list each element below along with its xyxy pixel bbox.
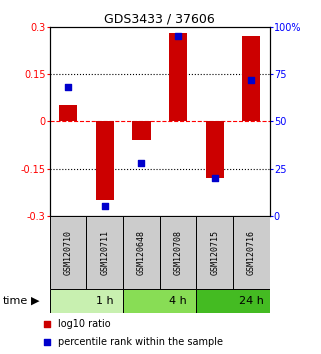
Bar xyxy=(123,216,160,289)
Bar xyxy=(132,121,151,140)
Text: GSM120715: GSM120715 xyxy=(210,230,219,275)
Point xyxy=(249,77,254,82)
Text: 24 h: 24 h xyxy=(239,296,264,306)
Text: GSM120710: GSM120710 xyxy=(64,230,73,275)
Bar xyxy=(59,105,77,121)
Point xyxy=(176,33,181,39)
Bar xyxy=(196,216,233,289)
Text: log10 ratio: log10 ratio xyxy=(58,319,110,329)
Bar xyxy=(205,121,224,178)
Bar xyxy=(50,289,123,313)
Text: GSM120708: GSM120708 xyxy=(174,230,183,275)
Point xyxy=(139,160,144,166)
Bar xyxy=(196,289,270,313)
Bar xyxy=(50,216,86,289)
Text: GSM120648: GSM120648 xyxy=(137,230,146,275)
Point xyxy=(102,204,107,209)
Text: time: time xyxy=(3,296,29,306)
Bar xyxy=(123,289,196,313)
Text: 4 h: 4 h xyxy=(169,296,187,306)
Point xyxy=(44,339,49,344)
Text: GSM120711: GSM120711 xyxy=(100,230,109,275)
Bar xyxy=(242,36,260,121)
Text: ▶: ▶ xyxy=(30,296,39,306)
Title: GDS3433 / 37606: GDS3433 / 37606 xyxy=(104,12,215,25)
Text: percentile rank within the sample: percentile rank within the sample xyxy=(58,337,223,347)
Point xyxy=(65,84,71,90)
Bar xyxy=(233,216,270,289)
Bar xyxy=(160,216,196,289)
Bar xyxy=(86,216,123,289)
Point xyxy=(212,175,217,181)
Bar xyxy=(96,121,114,200)
Text: GSM120716: GSM120716 xyxy=(247,230,256,275)
Text: 1 h: 1 h xyxy=(96,296,114,306)
Bar xyxy=(169,33,187,121)
Point xyxy=(44,321,49,327)
